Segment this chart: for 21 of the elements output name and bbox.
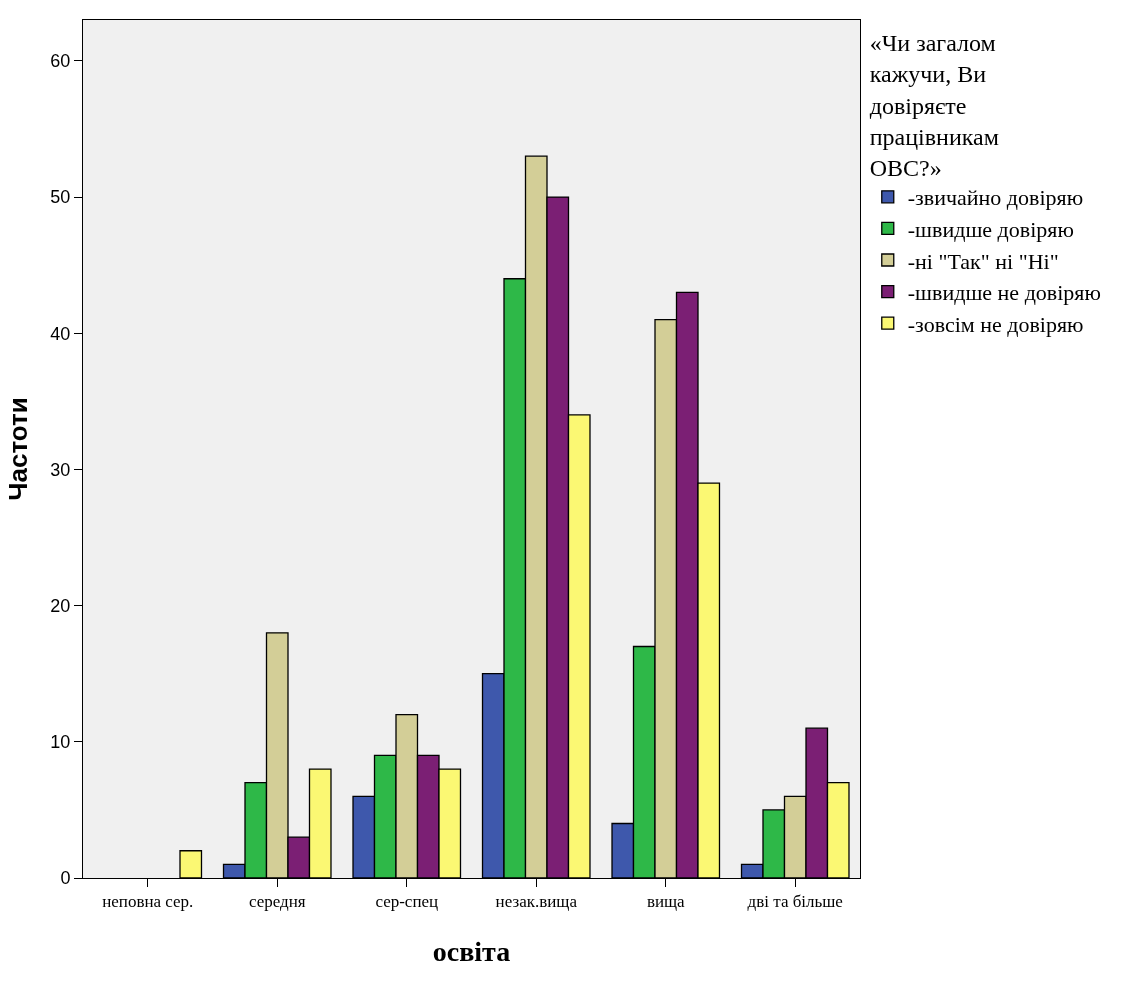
- x-tick-label: середня: [248, 892, 306, 912]
- legend-label: -зовсім не довіряю: [907, 311, 1084, 337]
- y-tick-label: 40: [50, 323, 71, 344]
- y-tick-label: 10: [50, 732, 71, 753]
- x-tick-label: незак.вища: [495, 892, 578, 912]
- x-tick-label: дві та більше: [747, 892, 843, 912]
- x-tick-label: неповна сер.: [102, 892, 194, 912]
- y-tick-label: 0: [60, 868, 71, 889]
- legend-label: -звичайно довіряю: [907, 185, 1084, 211]
- x-axis-title: освіта: [432, 935, 511, 967]
- y-axis-title: Частоти: [2, 397, 33, 501]
- legend-label: -швидше довіряю: [907, 216, 1074, 242]
- legend-label: -швидше не довіряю: [907, 280, 1101, 306]
- y-tick-label: 50: [50, 187, 71, 208]
- x-tick-label: сер-спец: [375, 892, 439, 912]
- legend-title: «Чи загалом кажучи, Ви довіряєте працівникам ОВС?»: [869, 30, 999, 181]
- y-tick-label: 60: [50, 51, 71, 72]
- y-tick-label: 20: [50, 595, 71, 616]
- legend-label: -ні "Так" ні "Ні": [907, 248, 1059, 274]
- x-tick-label: вища: [646, 892, 686, 912]
- y-tick-label: 30: [50, 459, 71, 480]
